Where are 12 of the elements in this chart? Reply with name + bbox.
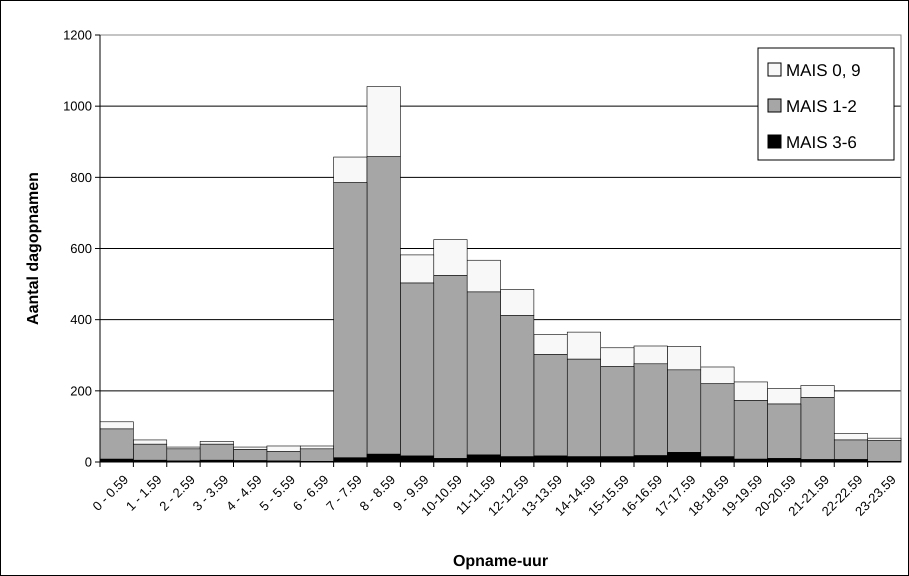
y-tick-label: 1200 xyxy=(63,28,92,43)
x-axis-title: Opname-uur xyxy=(452,553,548,570)
y-tick-label: 200 xyxy=(70,383,92,398)
y-tick-label: 800 xyxy=(70,170,92,185)
y-tick-label: 600 xyxy=(70,241,92,256)
y-tick-label: 1000 xyxy=(63,98,92,114)
y-tick-label: 400 xyxy=(70,312,92,328)
y-tick-label: 0 xyxy=(84,454,92,470)
legend-label: MAIS 1-2 xyxy=(786,96,857,116)
y-axis-title: Aantal dagopnamen xyxy=(25,172,42,325)
legend-label: MAIS 3-6 xyxy=(786,132,857,152)
legend-label: MAIS 0, 9 xyxy=(786,60,861,80)
